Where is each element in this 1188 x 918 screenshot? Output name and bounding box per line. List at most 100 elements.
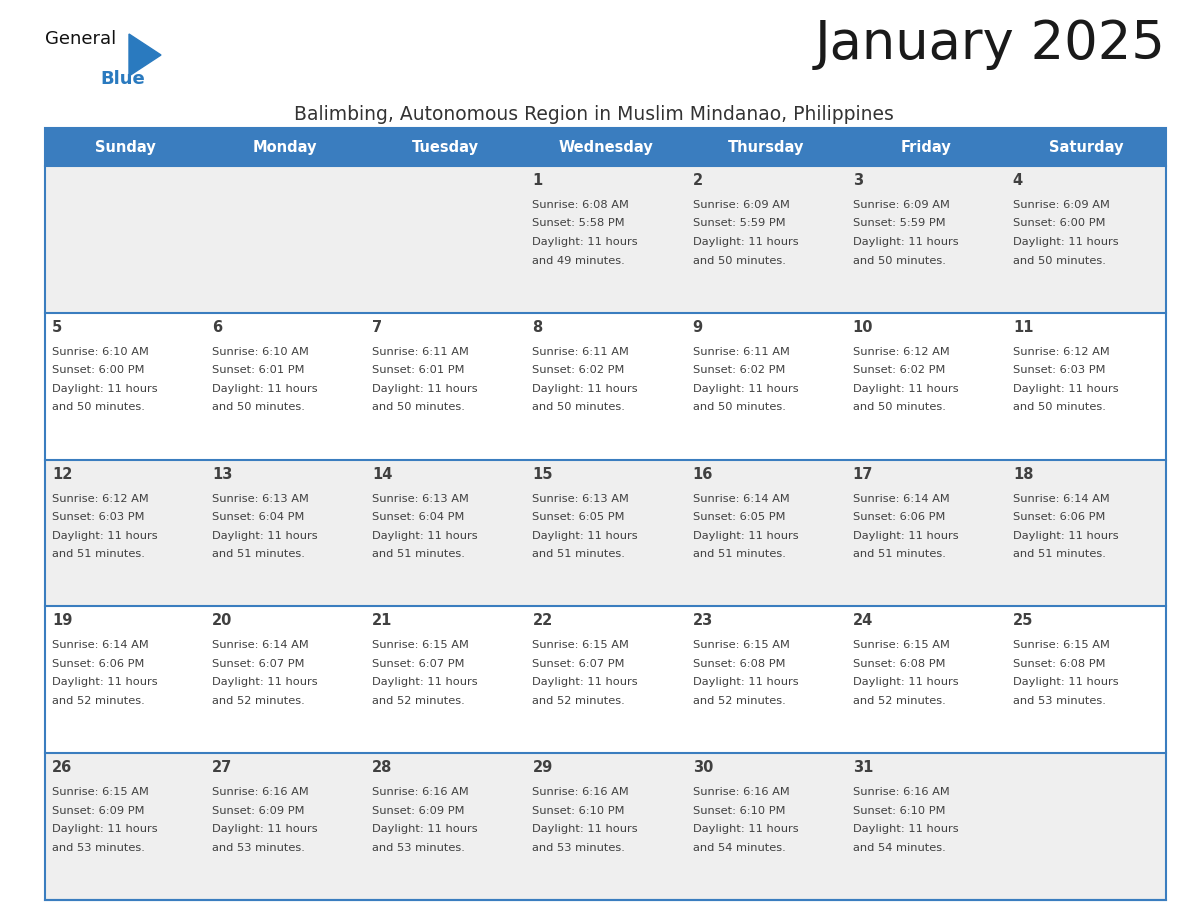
Text: Sunset: 6:10 PM: Sunset: 6:10 PM <box>532 806 625 816</box>
FancyBboxPatch shape <box>45 753 1165 900</box>
Text: Sunrise: 6:16 AM: Sunrise: 6:16 AM <box>693 788 789 797</box>
Text: and 50 minutes.: and 50 minutes. <box>372 402 466 412</box>
Text: Sunrise: 6:16 AM: Sunrise: 6:16 AM <box>532 788 630 797</box>
Text: Sunset: 6:04 PM: Sunset: 6:04 PM <box>213 512 304 522</box>
Text: Sunrise: 6:09 AM: Sunrise: 6:09 AM <box>693 200 790 210</box>
Text: Daylight: 11 hours: Daylight: 11 hours <box>532 531 638 541</box>
Text: and 50 minutes.: and 50 minutes. <box>853 402 946 412</box>
Text: Daylight: 11 hours: Daylight: 11 hours <box>1013 531 1118 541</box>
Text: Sunset: 6:07 PM: Sunset: 6:07 PM <box>532 659 625 669</box>
Text: and 54 minutes.: and 54 minutes. <box>853 843 946 853</box>
Text: Sunrise: 6:13 AM: Sunrise: 6:13 AM <box>213 494 309 504</box>
FancyBboxPatch shape <box>45 128 1165 166</box>
Text: Sunrise: 6:14 AM: Sunrise: 6:14 AM <box>693 494 789 504</box>
Text: Sunrise: 6:16 AM: Sunrise: 6:16 AM <box>853 788 949 797</box>
Text: and 50 minutes.: and 50 minutes. <box>1013 402 1106 412</box>
Text: Sunset: 6:05 PM: Sunset: 6:05 PM <box>532 512 625 522</box>
Text: and 51 minutes.: and 51 minutes. <box>213 549 305 559</box>
Text: and 49 minutes.: and 49 minutes. <box>532 255 625 265</box>
Text: and 50 minutes.: and 50 minutes. <box>853 255 946 265</box>
Text: Daylight: 11 hours: Daylight: 11 hours <box>532 677 638 688</box>
Text: Daylight: 11 hours: Daylight: 11 hours <box>372 677 478 688</box>
Text: Sunset: 6:06 PM: Sunset: 6:06 PM <box>853 512 946 522</box>
Text: and 54 minutes.: and 54 minutes. <box>693 843 785 853</box>
Text: 10: 10 <box>853 319 873 335</box>
Text: General: General <box>45 30 116 48</box>
Text: Daylight: 11 hours: Daylight: 11 hours <box>52 677 158 688</box>
Text: Sunset: 6:01 PM: Sunset: 6:01 PM <box>372 365 465 375</box>
Text: Sunrise: 6:15 AM: Sunrise: 6:15 AM <box>532 641 630 650</box>
Text: Sunrise: 6:16 AM: Sunrise: 6:16 AM <box>213 788 309 797</box>
Text: and 52 minutes.: and 52 minutes. <box>853 696 946 706</box>
Text: Daylight: 11 hours: Daylight: 11 hours <box>52 824 158 834</box>
Text: Sunset: 6:00 PM: Sunset: 6:00 PM <box>52 365 145 375</box>
Text: and 53 minutes.: and 53 minutes. <box>213 843 305 853</box>
Text: Daylight: 11 hours: Daylight: 11 hours <box>1013 384 1118 394</box>
Text: Sunrise: 6:08 AM: Sunrise: 6:08 AM <box>532 200 630 210</box>
Text: Sunrise: 6:15 AM: Sunrise: 6:15 AM <box>693 641 790 650</box>
Text: Sunday: Sunday <box>95 140 156 154</box>
Text: Daylight: 11 hours: Daylight: 11 hours <box>213 531 317 541</box>
Polygon shape <box>129 34 162 76</box>
Text: Sunrise: 6:14 AM: Sunrise: 6:14 AM <box>853 494 949 504</box>
Text: Sunset: 6:08 PM: Sunset: 6:08 PM <box>853 659 946 669</box>
Text: Sunset: 5:59 PM: Sunset: 5:59 PM <box>853 218 946 229</box>
Text: and 51 minutes.: and 51 minutes. <box>1013 549 1106 559</box>
Text: Sunrise: 6:14 AM: Sunrise: 6:14 AM <box>1013 494 1110 504</box>
Text: January 2025: January 2025 <box>815 18 1165 70</box>
Text: Sunset: 6:07 PM: Sunset: 6:07 PM <box>213 659 304 669</box>
Text: and 50 minutes.: and 50 minutes. <box>532 402 625 412</box>
Text: and 51 minutes.: and 51 minutes. <box>52 549 145 559</box>
Text: Sunrise: 6:15 AM: Sunrise: 6:15 AM <box>1013 641 1110 650</box>
Text: Sunset: 6:08 PM: Sunset: 6:08 PM <box>693 659 785 669</box>
Text: Sunset: 6:03 PM: Sunset: 6:03 PM <box>1013 365 1105 375</box>
Text: Sunrise: 6:14 AM: Sunrise: 6:14 AM <box>213 641 309 650</box>
Text: Daylight: 11 hours: Daylight: 11 hours <box>213 824 317 834</box>
Text: Sunrise: 6:15 AM: Sunrise: 6:15 AM <box>52 788 148 797</box>
Text: 3: 3 <box>853 173 862 188</box>
Text: and 52 minutes.: and 52 minutes. <box>213 696 305 706</box>
Text: Daylight: 11 hours: Daylight: 11 hours <box>1013 677 1118 688</box>
Text: 12: 12 <box>52 466 72 482</box>
Text: 30: 30 <box>693 760 713 775</box>
Text: Sunset: 6:01 PM: Sunset: 6:01 PM <box>213 365 304 375</box>
Text: 19: 19 <box>52 613 72 629</box>
Text: Daylight: 11 hours: Daylight: 11 hours <box>372 824 478 834</box>
Text: Sunrise: 6:09 AM: Sunrise: 6:09 AM <box>853 200 949 210</box>
Text: Thursday: Thursday <box>727 140 804 154</box>
Text: Daylight: 11 hours: Daylight: 11 hours <box>372 531 478 541</box>
Text: Sunrise: 6:11 AM: Sunrise: 6:11 AM <box>372 347 469 357</box>
Text: Sunrise: 6:12 AM: Sunrise: 6:12 AM <box>52 494 148 504</box>
Text: Daylight: 11 hours: Daylight: 11 hours <box>532 384 638 394</box>
Text: and 51 minutes.: and 51 minutes. <box>532 549 625 559</box>
Text: and 52 minutes.: and 52 minutes. <box>52 696 145 706</box>
Text: Sunset: 6:06 PM: Sunset: 6:06 PM <box>1013 512 1105 522</box>
Text: Daylight: 11 hours: Daylight: 11 hours <box>853 531 959 541</box>
Text: 28: 28 <box>372 760 393 775</box>
Text: 25: 25 <box>1013 613 1034 629</box>
Text: Sunrise: 6:10 AM: Sunrise: 6:10 AM <box>52 347 148 357</box>
Text: 31: 31 <box>853 760 873 775</box>
Text: Daylight: 11 hours: Daylight: 11 hours <box>693 677 798 688</box>
Text: Sunset: 6:09 PM: Sunset: 6:09 PM <box>52 806 145 816</box>
Text: Daylight: 11 hours: Daylight: 11 hours <box>693 384 798 394</box>
Text: Sunset: 6:08 PM: Sunset: 6:08 PM <box>1013 659 1105 669</box>
Text: Sunset: 6:10 PM: Sunset: 6:10 PM <box>853 806 946 816</box>
Text: Daylight: 11 hours: Daylight: 11 hours <box>532 237 638 247</box>
Text: Blue: Blue <box>100 70 145 88</box>
Text: Sunrise: 6:14 AM: Sunrise: 6:14 AM <box>52 641 148 650</box>
Text: 14: 14 <box>372 466 393 482</box>
Text: Sunset: 5:59 PM: Sunset: 5:59 PM <box>693 218 785 229</box>
Text: Sunrise: 6:11 AM: Sunrise: 6:11 AM <box>693 347 790 357</box>
Text: 7: 7 <box>372 319 383 335</box>
Text: and 50 minutes.: and 50 minutes. <box>52 402 145 412</box>
Text: Sunrise: 6:15 AM: Sunrise: 6:15 AM <box>372 641 469 650</box>
Text: Daylight: 11 hours: Daylight: 11 hours <box>853 677 959 688</box>
Text: 27: 27 <box>213 760 233 775</box>
Text: Daylight: 11 hours: Daylight: 11 hours <box>853 824 959 834</box>
Text: and 51 minutes.: and 51 minutes. <box>372 549 466 559</box>
Text: Sunrise: 6:09 AM: Sunrise: 6:09 AM <box>1013 200 1110 210</box>
Text: and 52 minutes.: and 52 minutes. <box>532 696 625 706</box>
Text: Monday: Monday <box>253 140 317 154</box>
Text: Sunrise: 6:15 AM: Sunrise: 6:15 AM <box>853 641 949 650</box>
